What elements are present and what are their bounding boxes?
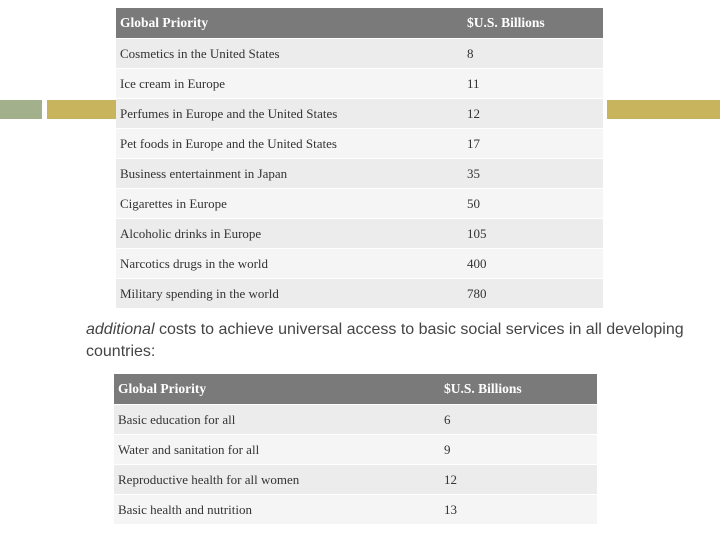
amount-cell: 400: [467, 248, 603, 279]
amount-cell: 9: [444, 434, 597, 465]
caption-emphasis: additional: [86, 321, 155, 338]
amount-cell: 8: [467, 38, 603, 69]
priority-cell: Narcotics drugs in the world: [116, 248, 467, 279]
amount-cell: 50: [467, 188, 603, 219]
priority-cell: Water and sanitation for all: [114, 434, 444, 465]
priority-cell: Cosmetics in the United States: [116, 38, 467, 69]
table-row: Military spending in the world 780: [116, 278, 603, 308]
decorative-bar-gold-right: [607, 100, 720, 119]
priority-cell: Basic health and nutrition: [114, 494, 444, 524]
priority-cell: Ice cream in Europe: [116, 68, 467, 99]
amount-cell: 6: [444, 404, 597, 435]
amount-cell: 17: [467, 128, 603, 159]
priority-cell: Basic education for all: [114, 404, 444, 435]
amount-cell: 13: [444, 494, 597, 524]
table-row: Basic education for all 6: [114, 404, 597, 435]
table-row: Reproductive health for all women 12: [114, 464, 597, 495]
priority-cell: Perfumes in Europe and the United States: [116, 98, 467, 129]
decorative-bar-gold-left: [47, 100, 119, 119]
amount-cell: 780: [467, 278, 603, 308]
table-header-row: Global Priority $U.S. Billions: [116, 8, 603, 39]
social-services-cost-table: Global Priority $U.S. Billions Basic edu…: [114, 374, 597, 524]
caption-text: additional costs to achieve universal ac…: [86, 319, 696, 363]
amount-cell: 12: [467, 98, 603, 129]
amount-cell: 11: [467, 68, 603, 99]
table-row: Alcoholic drinks in Europe 105: [116, 218, 603, 249]
priority-cell: Business entertainment in Japan: [116, 158, 467, 189]
amount-cell: 105: [467, 218, 603, 249]
priority-cell: Alcoholic drinks in Europe: [116, 218, 467, 249]
table-row: Business entertainment in Japan 35: [116, 158, 603, 189]
caption-rest: costs to achieve universal access to bas…: [86, 321, 684, 360]
priority-cell: Pet foods in Europe and the United State…: [116, 128, 467, 159]
table-row: Narcotics drugs in the world 400: [116, 248, 603, 279]
global-spending-table: Global Priority $U.S. Billions Cosmetics…: [116, 8, 603, 308]
priority-cell: Military spending in the world: [116, 278, 467, 308]
column-header-billions: $U.S. Billions: [467, 8, 603, 39]
table-header-row: Global Priority $U.S. Billions: [114, 374, 597, 405]
table-row: Water and sanitation for all 9: [114, 434, 597, 465]
column-header-billions: $U.S. Billions: [444, 374, 597, 405]
priority-cell: Reproductive health for all women: [114, 464, 444, 495]
decorative-bar-green: [0, 100, 42, 119]
table-row: Perfumes in Europe and the United States…: [116, 98, 603, 129]
amount-cell: 35: [467, 158, 603, 189]
table-row: Basic health and nutrition 13: [114, 494, 597, 524]
table-row: Ice cream in Europe 11: [116, 68, 603, 99]
priority-cell: Cigarettes in Europe: [116, 188, 467, 219]
table-row: Pet foods in Europe and the United State…: [116, 128, 603, 159]
column-header-priority: Global Priority: [114, 374, 444, 405]
column-header-priority: Global Priority: [116, 8, 467, 39]
table-row: Cosmetics in the United States 8: [116, 38, 603, 69]
amount-cell: 12: [444, 464, 597, 495]
table-row: Cigarettes in Europe 50: [116, 188, 603, 219]
